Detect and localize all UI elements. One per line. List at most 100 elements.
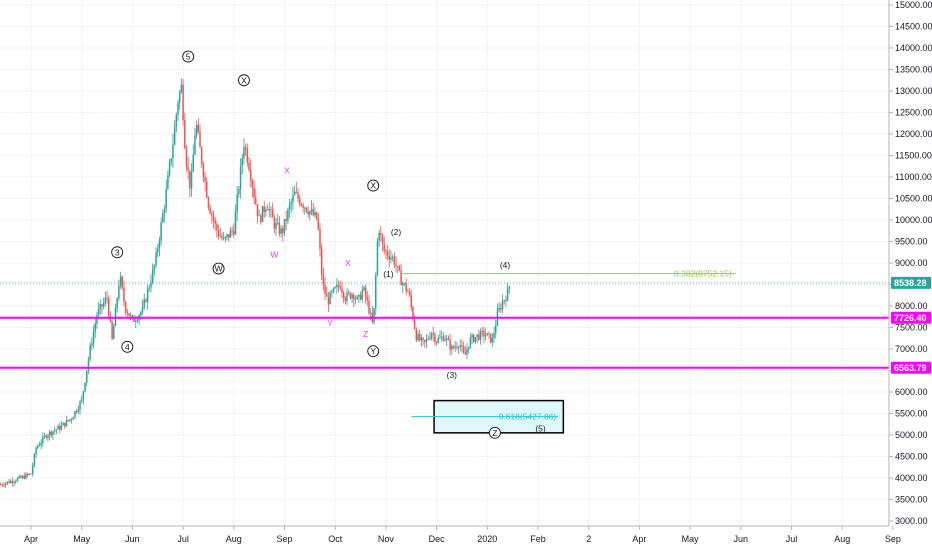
price-tick-label: 3000.00	[895, 516, 928, 526]
candle-body	[253, 187, 255, 198]
candle-body	[38, 445, 41, 447]
wave-label: (2)	[391, 227, 402, 237]
candle-body	[342, 292, 345, 299]
candle-body	[378, 232, 380, 241]
price-tick-label: 12500.00	[895, 108, 932, 118]
candle-body	[383, 243, 385, 251]
candle-body	[119, 276, 122, 286]
candle-body	[202, 164, 205, 178]
price-tick-label: 13500.00	[895, 65, 932, 75]
candle-body	[62, 422, 64, 426]
candle-body	[65, 419, 68, 427]
wave-label: W	[215, 264, 223, 274]
candle-body	[16, 478, 19, 482]
candle-body	[25, 473, 27, 479]
candle-body	[157, 248, 159, 253]
candle-body	[295, 191, 298, 193]
candle-body	[422, 337, 424, 341]
time-tick-label: Sep	[276, 534, 292, 544]
fib-level-label: 0.382(8752.15)	[674, 269, 732, 279]
candle-body	[53, 430, 56, 432]
candle-body	[20, 476, 22, 478]
candle-body	[37, 446, 39, 448]
candle-body	[158, 240, 161, 249]
candle-body	[15, 481, 17, 482]
price-tick-label: 15000.00	[895, 0, 932, 10]
candle-body	[35, 447, 37, 455]
candle-body	[366, 297, 369, 301]
candle-body	[151, 269, 154, 283]
price-tick-label: 14000.00	[895, 43, 932, 53]
candle-body	[473, 334, 475, 342]
wave-label: W	[270, 249, 278, 259]
candle-body	[434, 334, 436, 342]
candle-body	[344, 298, 347, 302]
candle-body	[283, 218, 286, 233]
candle-body	[479, 330, 482, 340]
candle-body	[395, 264, 397, 267]
candle-body	[413, 319, 416, 329]
candle-body	[222, 238, 225, 240]
candle-body	[190, 171, 193, 189]
candle-body	[126, 311, 129, 314]
candle-body	[305, 207, 308, 212]
candle-body	[9, 480, 12, 484]
candle-body	[94, 323, 96, 332]
price-tick-label: 5000.00	[895, 430, 928, 440]
candle-body	[261, 206, 264, 223]
candle-body	[285, 218, 287, 221]
candle-body	[500, 307, 502, 310]
wave-label: 5	[186, 52, 191, 62]
candle-body	[373, 307, 375, 323]
time-tick-label: 2020	[477, 534, 497, 544]
candle-body	[80, 399, 83, 402]
candle-body	[467, 346, 470, 350]
price-tick-label: 4000.00	[895, 473, 928, 483]
candle-body	[123, 287, 125, 302]
price-axis[interactable]: 15000.00 14500.00 14000.00 13500.00 13000.00…	[889, 0, 932, 526]
candle-body	[173, 126, 176, 145]
candle-body	[50, 431, 53, 436]
price-badge	[891, 311, 931, 324]
candle-body	[4, 483, 7, 486]
candle-body	[216, 223, 218, 231]
candle-body	[197, 124, 200, 132]
candle-body	[493, 333, 495, 339]
price-tick-label: 13000.00	[895, 86, 932, 96]
candle-body	[319, 229, 321, 250]
time-axis[interactable]: Apr May Jun Jul Aug Sep Oct Nov Dec 2020 Feb 2 Apr Ma…	[24, 526, 901, 544]
candle-body	[226, 234, 228, 237]
candle-body	[351, 294, 353, 299]
candle-body	[224, 236, 227, 239]
candle-body	[417, 333, 419, 341]
candle-body	[204, 177, 206, 182]
candle-body	[476, 334, 478, 337]
candle-body	[347, 292, 350, 294]
candle-body	[439, 337, 441, 339]
candle-body	[354, 298, 357, 300]
candle-body	[214, 220, 216, 224]
candle-body	[396, 266, 399, 267]
time-tick-label: Apr	[24, 534, 38, 544]
wave-label-circle	[237, 74, 250, 87]
candle-body	[484, 335, 487, 337]
candle-body	[290, 202, 293, 205]
time-tick-label: Jul	[786, 534, 798, 544]
candle-body	[481, 330, 483, 332]
candle-body	[124, 301, 127, 312]
candle-body	[336, 284, 338, 288]
candle-body	[469, 337, 472, 347]
candle-body	[48, 431, 51, 436]
time-tick-label: Aug	[226, 534, 242, 544]
candle-body	[385, 250, 387, 252]
price-tick-label: 3500.00	[895, 495, 928, 505]
candle-body	[440, 336, 443, 338]
time-tick-label: Jun	[125, 534, 140, 544]
candle-body	[45, 435, 47, 438]
candle-body	[18, 476, 20, 479]
wave-label: Y	[327, 318, 333, 328]
candle-body	[488, 333, 490, 334]
candle-body	[143, 299, 145, 307]
time-tick-label: May	[73, 534, 91, 544]
